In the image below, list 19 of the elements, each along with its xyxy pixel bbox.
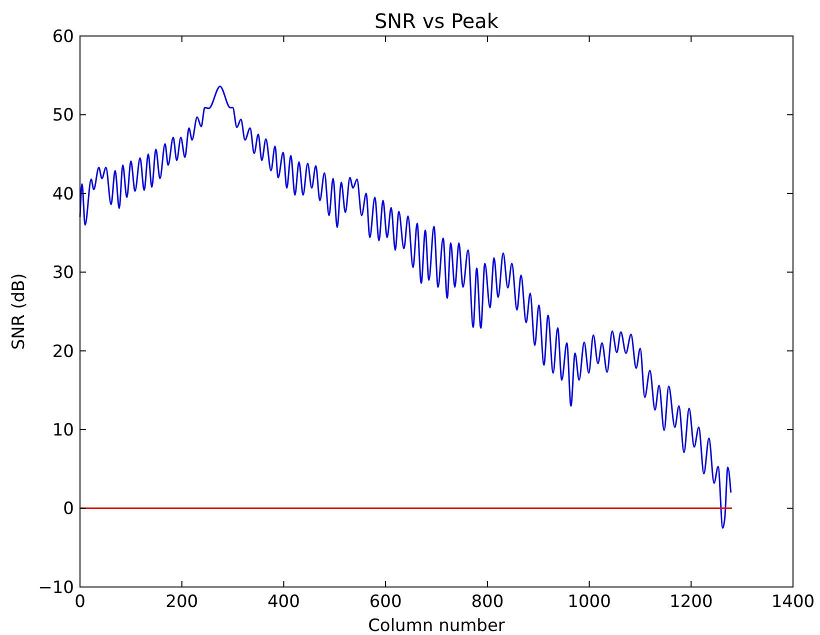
y-tick-label: 0 xyxy=(63,499,74,520)
x-tick-label: 600 xyxy=(369,592,402,612)
x-tick-label: 400 xyxy=(267,592,300,612)
x-tick-label: 1200 xyxy=(670,592,713,612)
y-tick-label: 10 xyxy=(52,420,74,441)
y-tick-label: 20 xyxy=(52,342,74,362)
y-axis-title: SNR (dB) xyxy=(9,273,29,350)
y-tick-label: 50 xyxy=(52,106,74,126)
x-tick-label: 800 xyxy=(471,592,504,612)
y-tick-label: 60 xyxy=(52,26,74,47)
line-series xyxy=(79,86,732,529)
y-tick-label: 30 xyxy=(52,263,74,284)
chart-title: SNR vs Peak xyxy=(374,9,499,33)
x-tick-label: 1400 xyxy=(771,592,815,612)
x-tick-label: 200 xyxy=(166,592,198,612)
x-tick-label: 1000 xyxy=(568,592,611,612)
y-tick-label: −10 xyxy=(38,578,74,598)
y-tick-label: 40 xyxy=(52,184,74,204)
x-axis-title: Column number xyxy=(368,616,505,635)
